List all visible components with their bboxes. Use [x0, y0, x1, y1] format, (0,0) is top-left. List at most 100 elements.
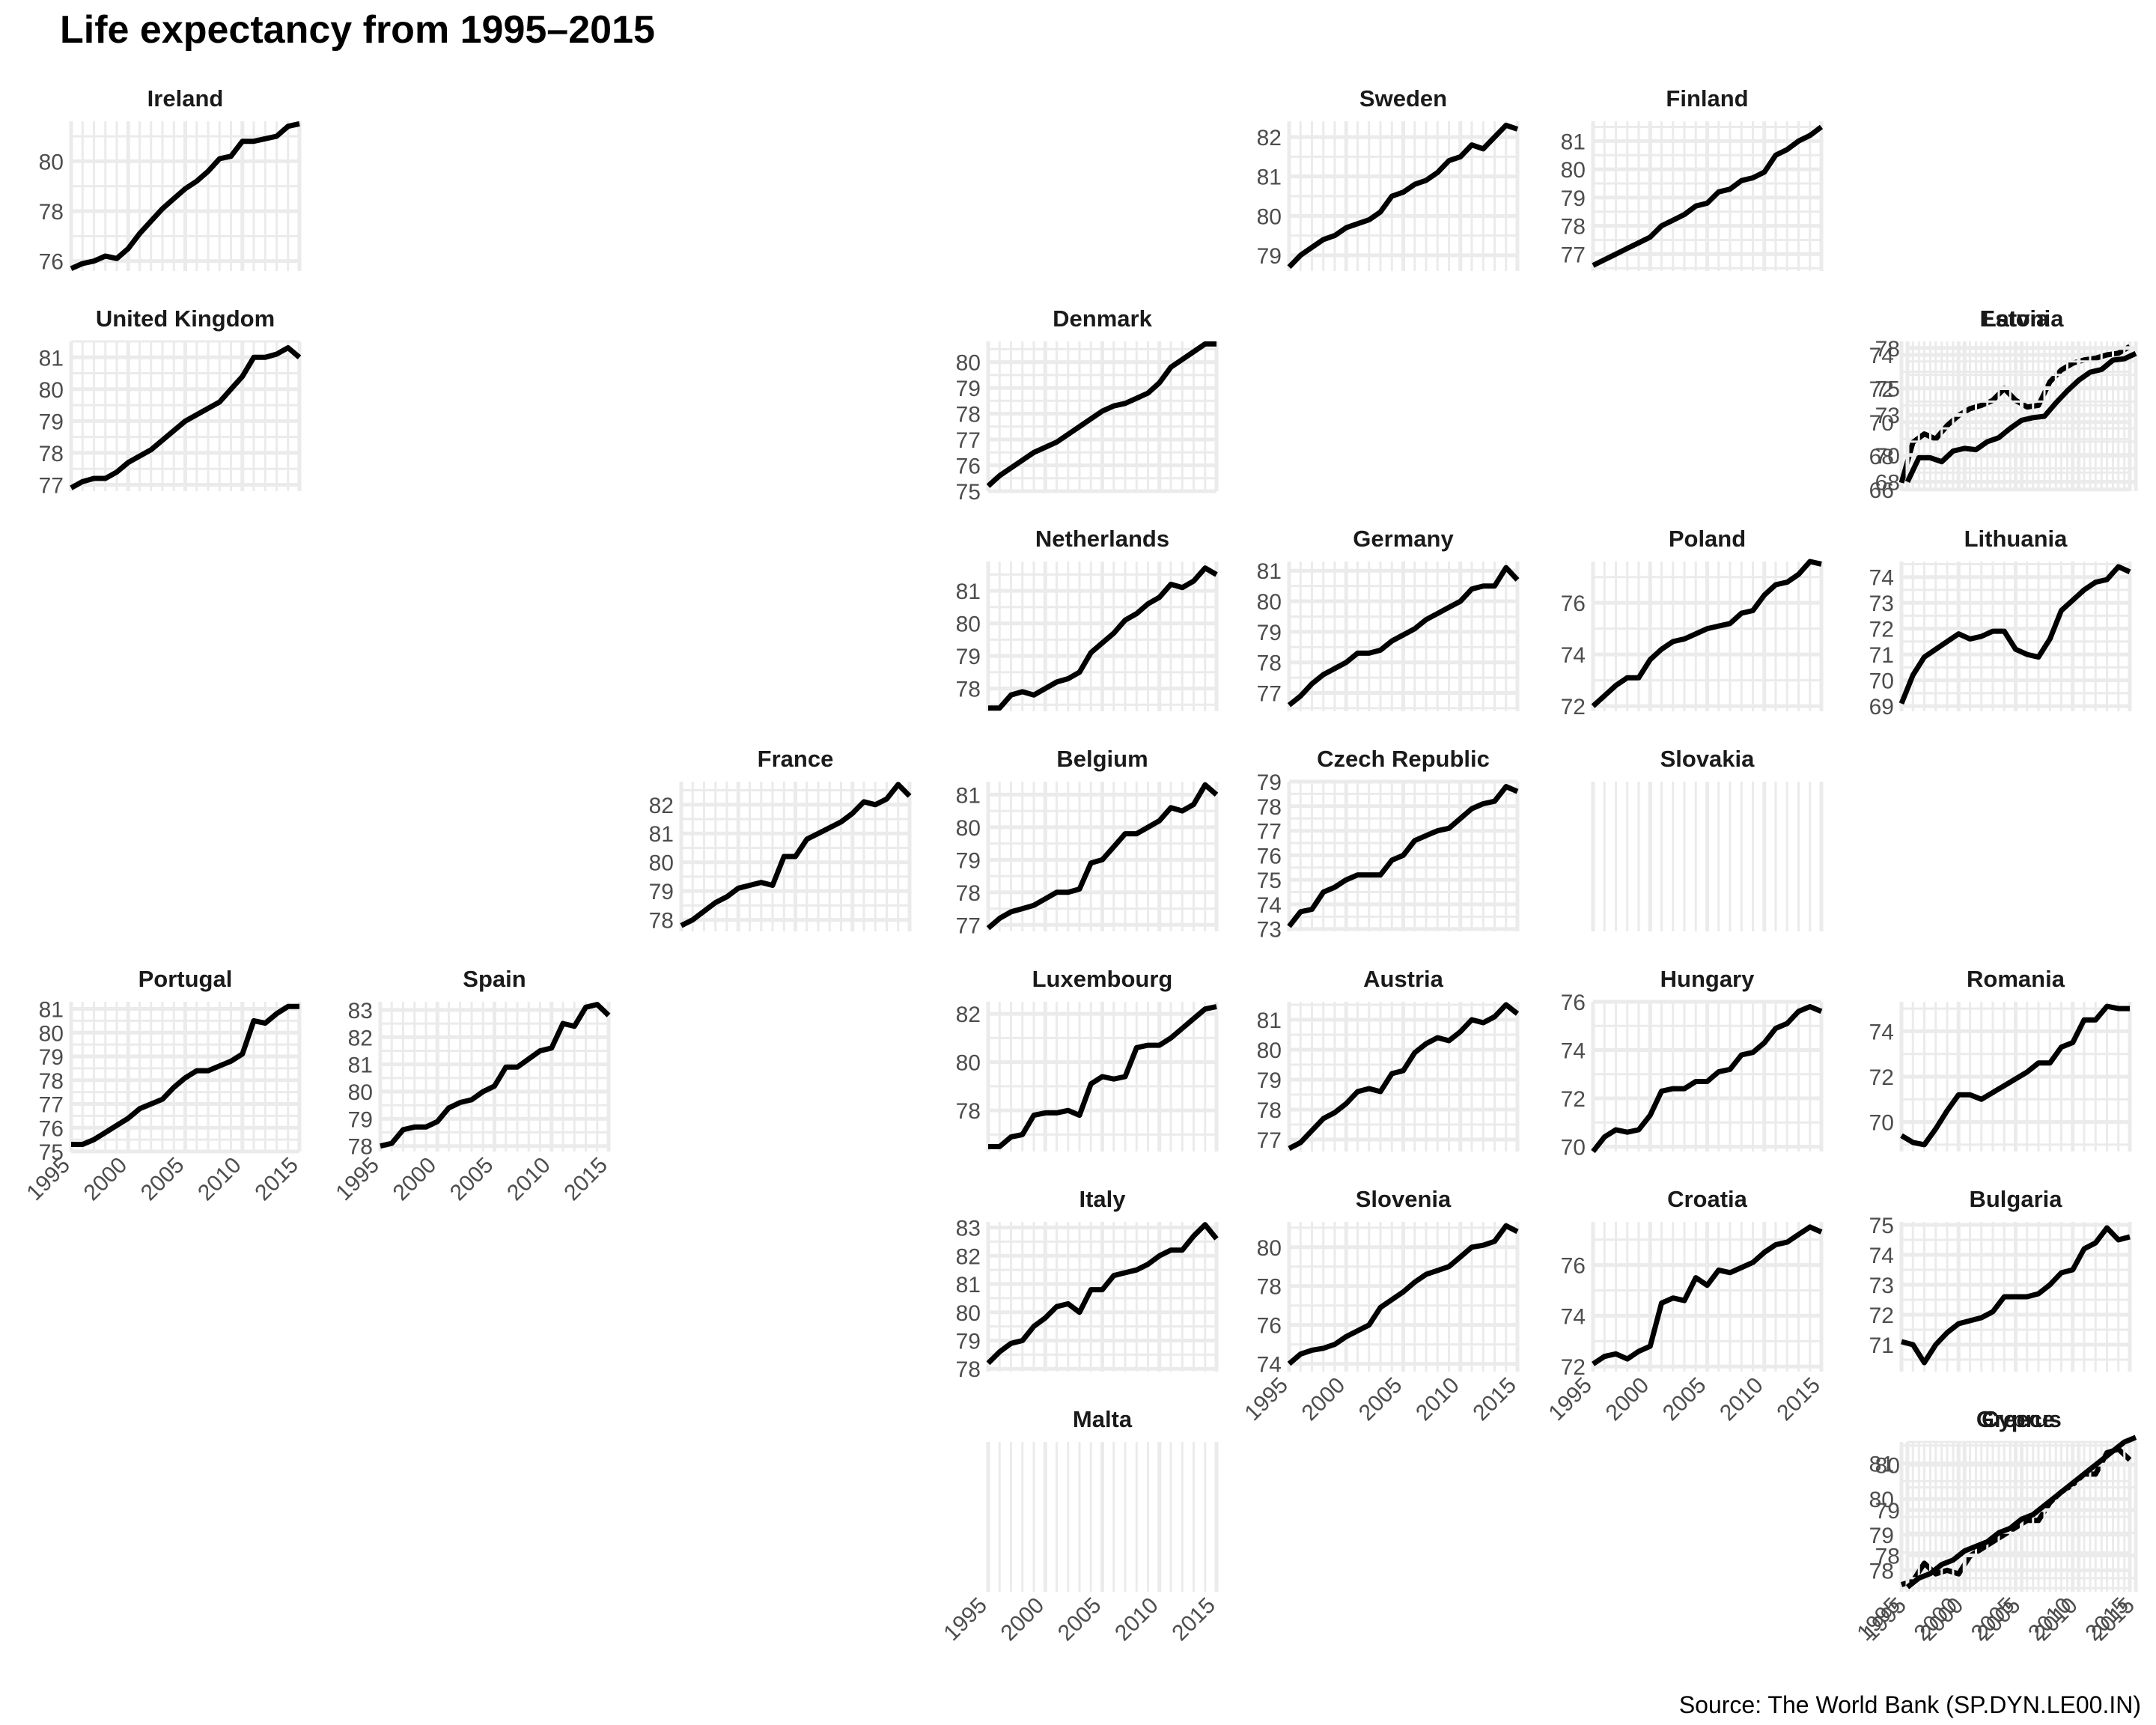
panel-title: Sweden [1359, 85, 1447, 112]
y-tick-label: 81 [1257, 1008, 1282, 1033]
series-line-italy [986, 1222, 1219, 1366]
x-tick-label: 2015 [1167, 1593, 1220, 1646]
y-tick-label: 78 [956, 678, 981, 702]
y-tick-label: 78 [649, 909, 674, 934]
panel-united-kingdom: United Kingdom 77 78 79 80 81 [39, 305, 302, 498]
x-tick-label: 2015 [250, 1153, 303, 1206]
y-tick-label: 80 [1257, 590, 1282, 615]
y-tick-label: 81 [1257, 559, 1282, 584]
y-tick-label: 74 [1869, 1244, 1894, 1268]
y-tick-label: 79 [956, 1329, 981, 1354]
series-line-lithuania [1898, 564, 2131, 705]
y-tick-label: 80 [956, 1301, 981, 1326]
panel-title: Luxembourg [1032, 966, 1173, 992]
panel-germany: Germany 77 78 79 80 81 [1257, 526, 1520, 711]
x-tick-label: 1995 [1544, 1373, 1597, 1426]
series-line-portugal [71, 1003, 299, 1147]
x-tick-label: 2000 [1601, 1373, 1654, 1426]
y-tick-label: 76 [39, 250, 64, 275]
y-tick-label: 72 [1869, 1303, 1894, 1328]
y-tick-label: 76 [1257, 844, 1282, 868]
panel-title: Slovakia [1660, 746, 1755, 772]
y-tick-label: 78 [39, 200, 64, 225]
series-line-spain [380, 1002, 611, 1149]
y-tick-label: 78 [956, 881, 981, 906]
x-tick-label: 1995 [22, 1153, 75, 1206]
y-tick-label: 74 [1561, 643, 1586, 668]
series-line-united-kingdom [70, 345, 302, 490]
y-tick-label: 71 [1869, 643, 1894, 668]
y-tick-label: 71 [1869, 1333, 1894, 1358]
y-tick-label: 78 [1257, 1098, 1282, 1123]
panel-croatia: Croatia 72 74 76 1995 2000 2005 2010 2015 [1544, 1186, 1825, 1426]
chart-title: Life expectancy from 1995–2015 [60, 8, 655, 52]
y-tick-label: 75 [39, 1140, 64, 1165]
panel-belgium: Belgium 77 78 79 80 81 [956, 746, 1219, 938]
panel-slovenia: Slovenia 74 76 78 80 1995 2000 2005 2010 2015 [1240, 1186, 1521, 1426]
panel-title: Italy [1079, 1186, 1126, 1212]
series-line-denmark [986, 341, 1216, 488]
y-tick-label: 79 [1257, 1068, 1282, 1093]
y-tick-label: 77 [1257, 1128, 1282, 1153]
source-caption: Source: The World Bank (SP.DYN.LE00.IN) [1678, 1691, 2141, 1718]
y-tick-label: 82 [1257, 126, 1282, 150]
series-line-belgium [986, 782, 1219, 931]
y-tick-label: 77 [39, 473, 64, 498]
y-tick-label: 78 [956, 403, 981, 428]
y-tick-label: 79 [1561, 186, 1586, 211]
x-tick-label: 2000 [79, 1153, 133, 1206]
y-tick-label: 80 [39, 378, 64, 403]
y-tick-label: 73 [1257, 918, 1282, 943]
panel-luxembourg: Luxembourg 78 80 82 [956, 966, 1219, 1151]
y-tick-label: 76 [1257, 1314, 1282, 1339]
y-tick-label: 81 [1257, 165, 1282, 190]
y-tick-label: 70 [1561, 1136, 1586, 1160]
panel-ireland: Ireland 76 78 80 [39, 85, 302, 275]
y-tick-label: 76 [1561, 1254, 1586, 1279]
y-tick-label: 78 [1257, 795, 1282, 820]
panel-title: Estonia [1980, 305, 2065, 332]
y-tick-label: 72 [1561, 695, 1586, 719]
y-tick-label: 75 [1869, 1214, 1894, 1238]
y-tick-label: 79 [39, 1045, 64, 1070]
y-tick-label: 83 [348, 999, 373, 1023]
y-tick-label: 78 [1257, 651, 1282, 676]
y-tick-label: 68 [1875, 471, 1900, 496]
x-tick-label: 2015 [559, 1153, 612, 1206]
x-tick-label: 2010 [502, 1153, 555, 1206]
panel-title: Czech Republic [1317, 746, 1490, 772]
y-tick-label: 70 [1875, 444, 1900, 469]
y-tick-label: 77 [956, 913, 981, 938]
series-line-france [680, 782, 912, 928]
series-line-greece [1900, 1446, 2132, 1587]
y-tick-label: 82 [649, 794, 674, 818]
x-tick-label: 2010 [1715, 1373, 1768, 1426]
panel-title: Croatia [1667, 1186, 1748, 1212]
x-tick-label: 2005 [1053, 1593, 1106, 1646]
y-tick-label: 80 [1257, 1236, 1282, 1261]
y-tick-label: 72 [1561, 1087, 1586, 1112]
y-tick-label: 82 [956, 1003, 981, 1027]
y-tick-label: 81 [39, 346, 64, 371]
y-tick-label: 78 [1875, 1545, 1900, 1569]
series-line-germany [1287, 565, 1520, 708]
x-tick-label: 2010 [1110, 1593, 1163, 1646]
y-tick-label: 74 [1869, 1020, 1894, 1044]
x-tick-label: 2000 [1297, 1373, 1350, 1426]
series-line-cyprus [1905, 1435, 2137, 1589]
x-tick-label: 2000 [389, 1153, 442, 1206]
y-tick-label: 80 [39, 150, 64, 174]
y-tick-label: 81 [956, 579, 981, 604]
y-tick-label: 81 [348, 1053, 373, 1078]
y-tick-label: 78 [1257, 1275, 1282, 1300]
y-tick-label: 78 [956, 1099, 981, 1124]
panel-title: Austria [1363, 966, 1444, 992]
panel-title: Poland [1669, 526, 1746, 552]
